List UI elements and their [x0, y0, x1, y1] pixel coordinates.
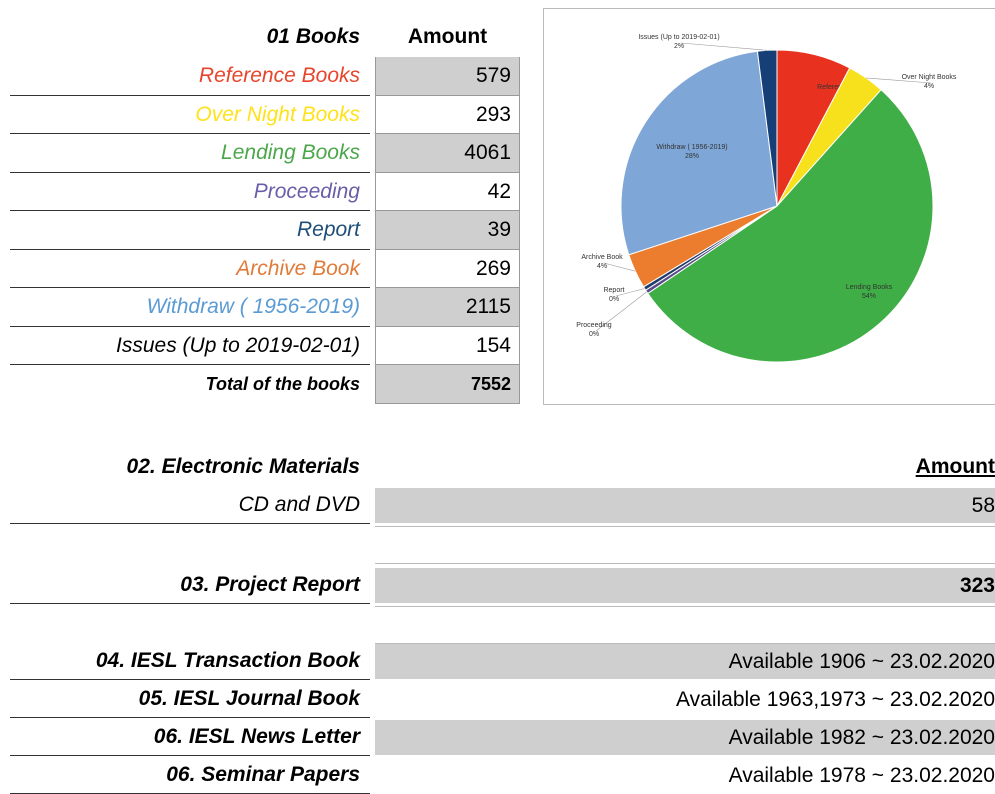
slice-percent: 0%: [589, 331, 599, 338]
material-label: 04. IESL Transaction Book: [10, 642, 370, 680]
slice-label: Issues (Up to 2019-02-01): [638, 34, 719, 41]
material-label: 05. IESL Journal Book: [10, 680, 370, 718]
material-value: 323: [375, 568, 995, 603]
total-amount: 7552: [375, 365, 520, 404]
slice-label: Report: [603, 287, 624, 294]
material-label: 06. IESL News Letter: [10, 718, 370, 756]
material-value: Available 1963,1973 ~ 23.02.2020: [676, 688, 995, 711]
material-label: 03. Project Report: [10, 566, 370, 604]
slice-label: Proceeding: [576, 322, 612, 329]
leader-line: [866, 77, 932, 84]
slice-percent: 28%: [685, 153, 699, 160]
book-label: Lending Books: [10, 134, 370, 173]
book-label: Proceeding: [10, 173, 370, 211]
material-value: 58: [375, 488, 995, 523]
book-label: Reference Books: [10, 57, 370, 96]
slice-percent: 2%: [674, 43, 684, 50]
blank-row: [375, 606, 995, 644]
book-amount: 2115: [375, 288, 520, 327]
book-amount: 579: [375, 57, 520, 96]
total-label: Total of the books: [205, 374, 360, 394]
material-value: Available 1978 ~ 23.02.2020: [728, 764, 995, 787]
material-label: CD and DVD: [10, 486, 370, 524]
book-amount: 4061: [375, 134, 520, 173]
pie-slice: [620, 50, 778, 256]
book-label: Over Night Books: [10, 96, 370, 134]
slice-label: Over Night Books: [902, 74, 957, 81]
leader-line: [615, 288, 645, 297]
pie-slice: [647, 89, 934, 363]
leader-line: [595, 291, 647, 332]
book-amount: 42: [375, 172, 520, 211]
blank-row: [375, 526, 995, 564]
material-label: 06. Seminar Papers: [10, 756, 370, 794]
book-label: Issues (Up to 2019-02-01): [10, 327, 370, 365]
slice-percent: 4%: [924, 83, 934, 90]
book-amount: 293: [375, 95, 520, 134]
pie-chart: Reference Books8%Over Night Books4%Lendi…: [576, 34, 957, 363]
slice-percent: 0%: [609, 296, 619, 303]
materials-header: 02. Electronic Materials: [126, 455, 360, 478]
books-header: 01 Books: [266, 25, 360, 48]
amount-header: Amount: [407, 25, 488, 48]
material-value: Available 1982 ~ 23.02.2020: [375, 720, 995, 755]
book-amount: 269: [375, 249, 520, 288]
slice-label: Archive Book: [581, 254, 623, 261]
material-value: Available 1906 ~ 23.02.2020: [375, 644, 995, 679]
slice-percent: 4%: [597, 263, 607, 270]
slice-label: Lending Books: [846, 284, 893, 291]
book-amount: 39: [375, 211, 520, 250]
slice-label: Withdraw ( 1956-2019): [656, 144, 727, 151]
book-label: Withdraw ( 1956-2019): [10, 288, 370, 327]
book-label: Archive Book: [10, 250, 370, 288]
slice-percent: 54%: [862, 293, 876, 300]
materials-amount-header: Amount: [915, 455, 995, 478]
leader-line: [603, 262, 636, 272]
chart-box: Reference Books8%Over Night Books4%Lendi…: [543, 8, 995, 405]
leader-line: [680, 42, 768, 51]
book-amount: 154: [375, 326, 520, 365]
book-label: Report: [10, 211, 370, 250]
